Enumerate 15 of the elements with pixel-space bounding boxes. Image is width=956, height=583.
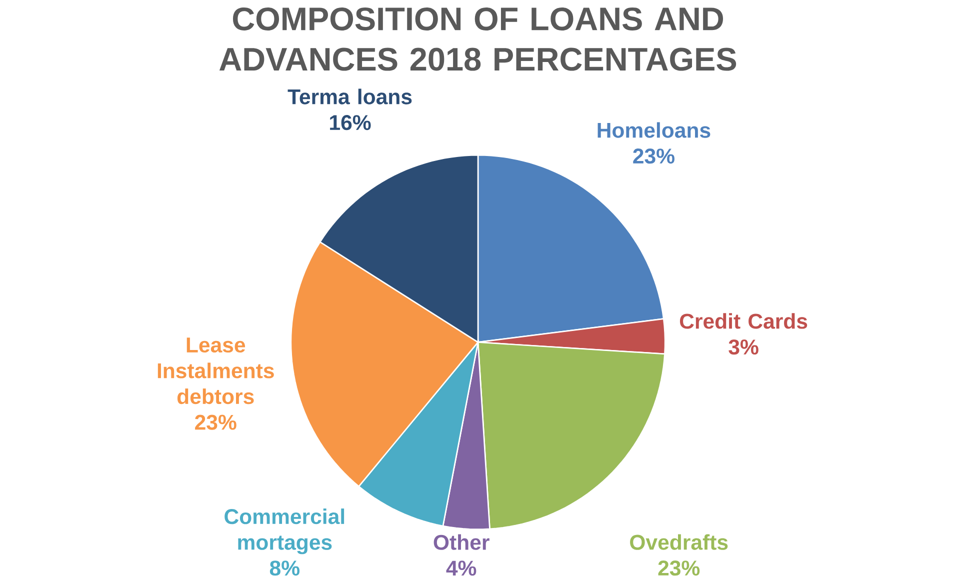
data-label: 8% [270, 560, 300, 576]
data-label: 23% [195, 414, 236, 430]
slice-label: Commercial mortages [224, 508, 344, 554]
slice-label: Other [434, 534, 490, 550]
slice-label: Lease Instalments debtors [158, 338, 274, 404]
data-label: 16% [330, 114, 371, 130]
data-label: 3% [728, 339, 758, 355]
chart-title: COMPOSITION OF LOANS AND ADVANCES 2018 PERCENTAGES [219, 7, 736, 71]
data-label: 4% [446, 560, 476, 576]
data-label: 23% [658, 560, 700, 576]
data-label: 23% [633, 148, 674, 164]
slice-label: Homeloans [598, 122, 710, 138]
slice-label: Terma loans [288, 88, 412, 104]
slice-label: Ovedrafts [630, 534, 728, 550]
slice-label: Credit Cards [680, 313, 808, 329]
